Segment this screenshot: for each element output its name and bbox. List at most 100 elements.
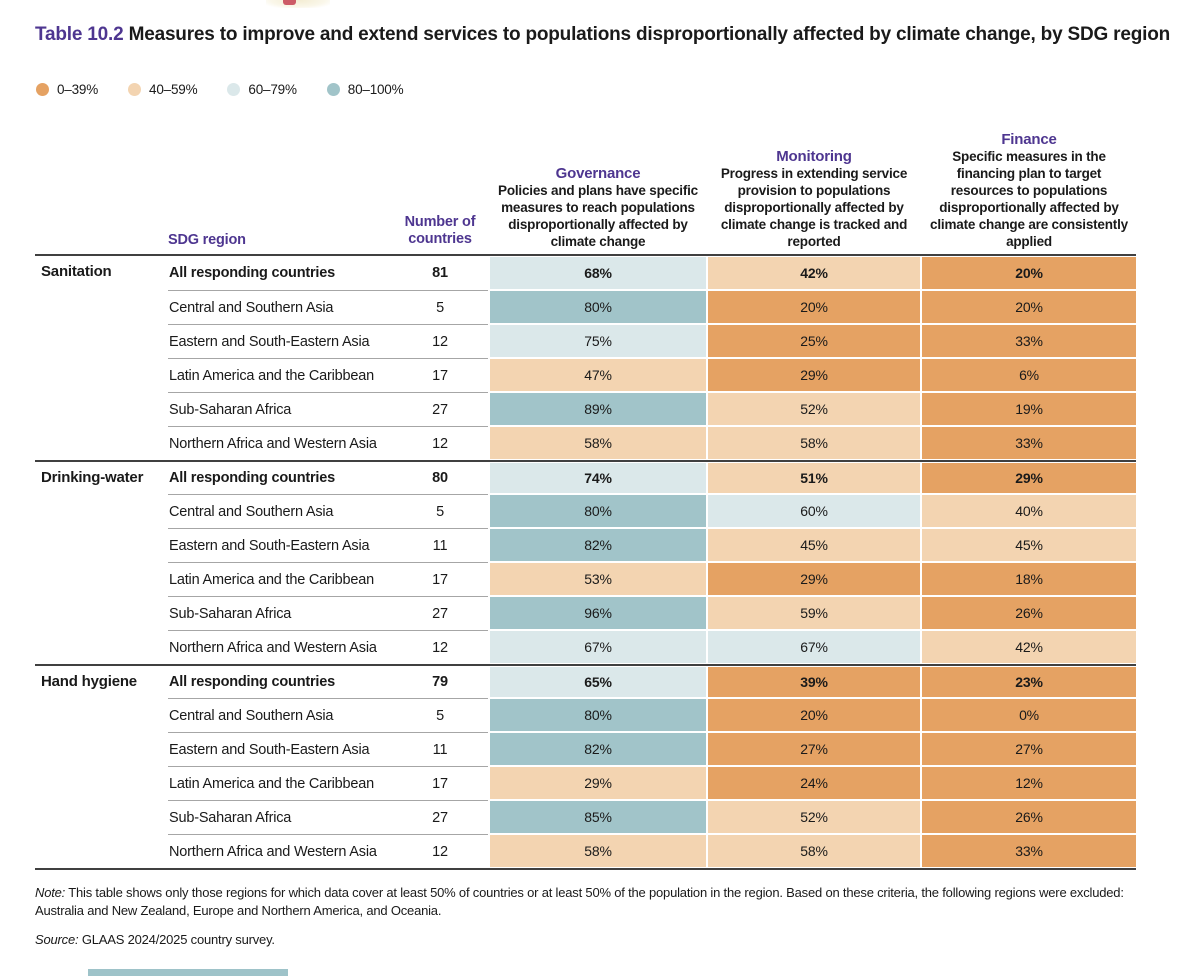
category-label: Sanitation (41, 263, 112, 280)
percent-cell: 45% (708, 529, 920, 561)
monitoring-header-title: Monitoring (776, 148, 852, 165)
table-row: Northern Africa and Western Asia 12 58% … (35, 834, 1136, 868)
table-row: Latin America and the Caribbean 17 47% 2… (35, 358, 1136, 392)
category-label (35, 528, 168, 562)
percent-cell: 45% (922, 529, 1136, 561)
legend-label: 60–79% (248, 82, 297, 97)
table-header-row: SDG region Number of countries Governanc… (35, 106, 1136, 254)
table-row: Central and Southern Asia 5 80% 20% 20% (35, 290, 1136, 324)
category-label (35, 800, 168, 834)
region-cell: Sub-Saharan Africa (168, 392, 392, 426)
legend-label: 0–39% (57, 82, 99, 97)
percent-cell: 42% (708, 257, 920, 289)
percent-cell: 59% (708, 597, 920, 629)
table-row: Northern Africa and Western Asia 12 67% … (35, 630, 1136, 664)
category-label (35, 562, 168, 596)
countries-cell: 27 (392, 596, 488, 630)
percent-cell: 75% (490, 325, 706, 357)
countries-cell: 27 (392, 392, 488, 426)
percent-cell: 27% (922, 733, 1136, 765)
legend-swatch-paleblue (227, 83, 241, 96)
column-header-number-of-countries: Number of countries (404, 214, 476, 247)
percent-cell: 29% (708, 563, 920, 595)
countries-cell: 5 (392, 494, 488, 528)
region-cell: Central and Southern Asia (168, 290, 392, 324)
table-title-text: Measures to improve and extend services … (128, 24, 1171, 45)
table-row: Sub-Saharan Africa 27 96% 59% 26% (35, 596, 1136, 630)
region-cell: Sub-Saharan Africa (168, 596, 392, 630)
percent-cell: 39% (708, 667, 920, 697)
legend-item: 0–39% (36, 82, 98, 97)
percent-cell: 24% (708, 767, 920, 799)
percent-cell: 82% (490, 529, 706, 561)
legend-item: 80–100% (326, 82, 404, 97)
percent-cell: 42% (922, 631, 1136, 663)
legend-label: 80–100% (347, 82, 404, 97)
governance-header-title: Governance (555, 165, 641, 182)
percent-cell: 58% (708, 835, 920, 867)
table-row: Sanitation All responding countries 81 6… (35, 256, 1136, 290)
percent-cell: 33% (922, 835, 1136, 867)
percent-cell: 20% (922, 257, 1136, 289)
color-legend: 0–39% 40–59% 60–79% 80–100% (36, 82, 404, 97)
percent-cell: 53% (490, 563, 706, 595)
percent-cell: 20% (922, 291, 1136, 323)
table-row: Latin America and the Caribbean 17 29% 2… (35, 766, 1136, 800)
percent-cell: 52% (708, 393, 920, 425)
column-header-finance: Finance Specific measures in the financi… (922, 131, 1136, 250)
page-title: Table 10.2 Measures to improve and exten… (35, 24, 1170, 46)
percent-cell: 0% (922, 699, 1136, 731)
region-cell: Eastern and South-Eastern Asia (168, 528, 392, 562)
table-row: Drinking-water All responding countries … (35, 460, 1136, 494)
countries-cell: 27 (392, 800, 488, 834)
finance-header-title: Finance (1001, 131, 1057, 148)
cropped-top-red-mark (283, 0, 296, 5)
percent-cell: 33% (922, 325, 1136, 357)
category-label (35, 732, 168, 766)
region-cell: Eastern and South-Eastern Asia (168, 324, 392, 358)
countries-cell: 5 (392, 698, 488, 732)
category-label (35, 358, 168, 392)
region-cell: Latin America and the Caribbean (168, 562, 392, 596)
percent-cell: 60% (708, 495, 920, 527)
percent-cell: 18% (922, 563, 1136, 595)
table-row: Sub-Saharan Africa 27 85% 52% 26% (35, 800, 1136, 834)
percent-cell: 29% (490, 767, 706, 799)
table-row: Eastern and South-Eastern Asia 11 82% 45… (35, 528, 1136, 562)
countries-cell: 80 (432, 470, 448, 486)
note-text: This table shows only those regions for … (35, 885, 1124, 918)
percent-cell: 74% (490, 463, 706, 493)
category-label (35, 698, 168, 732)
percent-cell: 51% (708, 463, 920, 493)
region-cell: Central and Southern Asia (168, 494, 392, 528)
legend-swatch-peach (128, 83, 142, 96)
category-label (35, 494, 168, 528)
table-row: Eastern and South-Eastern Asia 11 82% 27… (35, 732, 1136, 766)
percent-cell: 23% (922, 667, 1136, 697)
table-row: Hand hygiene All responding countries 79… (35, 664, 1136, 698)
countries-cell: 81 (432, 265, 448, 281)
percent-cell: 80% (490, 699, 706, 731)
table-row: Northern Africa and Western Asia 12 58% … (35, 426, 1136, 460)
region-cell: All responding countries (169, 265, 335, 281)
region-cell: Northern Africa and Western Asia (168, 426, 392, 460)
percent-cell: 29% (922, 463, 1136, 493)
countries-cell: 12 (392, 834, 488, 868)
countries-cell: 11 (392, 528, 488, 562)
source-line: Source: GLAAS 2024/2025 country survey. (35, 931, 1167, 949)
legend-item: 40–59% (128, 82, 198, 97)
data-table: Sanitation All responding countries 81 6… (35, 254, 1136, 870)
countries-cell: 17 (392, 358, 488, 392)
table-row: Latin America and the Caribbean 17 53% 2… (35, 562, 1136, 596)
category-label: Hand hygiene (41, 673, 137, 690)
percent-cell: 26% (922, 801, 1136, 833)
cropped-bottom-graphic (88, 969, 288, 976)
note-label: Note: (35, 885, 66, 900)
percent-cell: 29% (708, 359, 920, 391)
percent-cell: 67% (708, 631, 920, 663)
category-label (35, 766, 168, 800)
governance-header-desc: Policies and plans have specific measure… (498, 183, 698, 249)
percent-cell: 80% (490, 291, 706, 323)
percent-cell: 20% (708, 291, 920, 323)
